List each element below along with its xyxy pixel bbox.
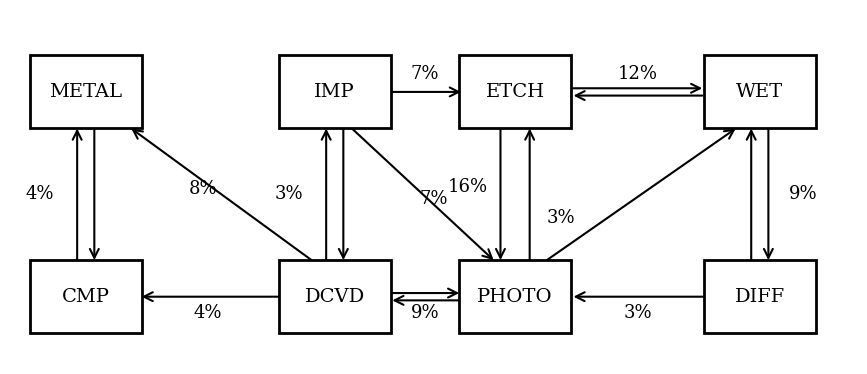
Text: PHOTO: PHOTO <box>477 288 553 306</box>
Text: 7%: 7% <box>411 65 440 83</box>
Text: 12%: 12% <box>618 65 658 83</box>
Text: 4%: 4% <box>26 185 55 203</box>
FancyBboxPatch shape <box>460 260 570 333</box>
Text: CMP: CMP <box>62 288 110 306</box>
Text: METAL: METAL <box>49 83 122 101</box>
Text: DIFF: DIFF <box>734 288 785 306</box>
FancyBboxPatch shape <box>30 260 141 333</box>
Text: 3%: 3% <box>275 185 303 203</box>
FancyBboxPatch shape <box>279 55 390 129</box>
Text: ETCH: ETCH <box>486 83 544 101</box>
FancyBboxPatch shape <box>279 260 390 333</box>
Text: DCVD: DCVD <box>304 288 365 306</box>
FancyBboxPatch shape <box>704 260 816 333</box>
Text: WET: WET <box>736 83 784 101</box>
Text: 3%: 3% <box>546 209 575 227</box>
FancyBboxPatch shape <box>460 55 570 129</box>
FancyBboxPatch shape <box>704 55 816 129</box>
Text: 4%: 4% <box>193 304 222 322</box>
FancyBboxPatch shape <box>30 55 141 129</box>
Text: 3%: 3% <box>623 304 652 322</box>
Text: 9%: 9% <box>411 304 440 322</box>
Text: 7%: 7% <box>420 190 447 208</box>
Text: 9%: 9% <box>788 185 817 203</box>
Text: 8%: 8% <box>189 180 218 198</box>
Text: 16%: 16% <box>447 178 488 196</box>
Text: IMP: IMP <box>315 83 355 101</box>
